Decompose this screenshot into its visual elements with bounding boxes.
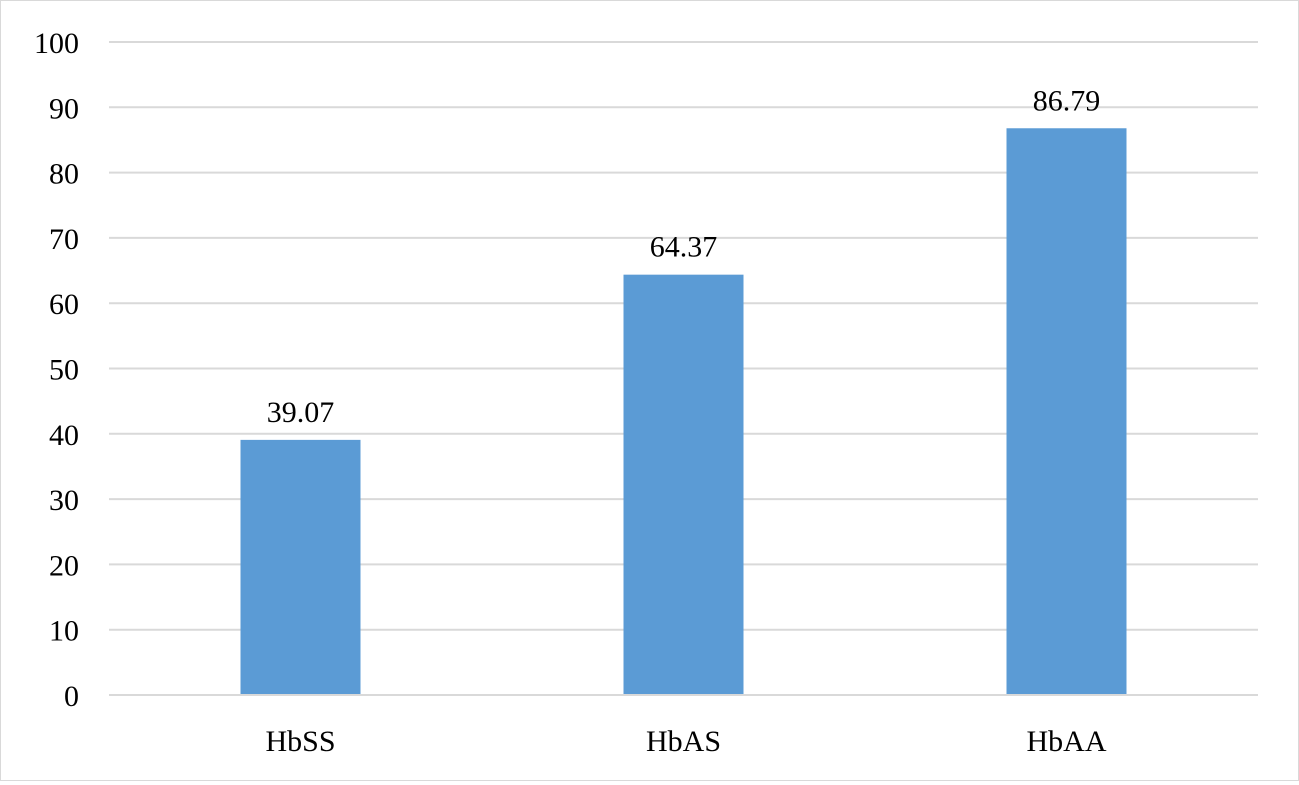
data-labels: 39.07 64.37 86.79	[267, 84, 1101, 429]
x-category-label-hbas: HbAS	[646, 725, 721, 758]
y-tick-label: 70	[49, 223, 79, 256]
bar-hbas	[623, 274, 744, 695]
y-tick-label: 20	[49, 549, 79, 582]
data-label-hbss: 39.07	[267, 396, 335, 429]
y-tick-label: 80	[49, 158, 79, 191]
y-tick-label: 40	[49, 419, 79, 452]
y-tick-label: 60	[49, 288, 79, 321]
bar-hbaa	[1006, 128, 1127, 695]
bars	[109, 128, 1258, 696]
y-tick-label: 90	[49, 92, 79, 125]
bar-hbss	[240, 439, 361, 695]
data-label-hbaa: 86.79	[1033, 84, 1101, 117]
x-axis-category-labels: HbSS HbAS HbAA	[265, 725, 1106, 758]
y-tick-label: 50	[49, 354, 79, 387]
y-tick-label: 0	[64, 680, 79, 713]
y-tick-label: 30	[49, 484, 79, 517]
y-tick-label: 100	[34, 27, 79, 60]
data-label-hbas: 64.37	[650, 231, 718, 264]
x-category-label-hbaa: HbAA	[1027, 725, 1107, 758]
y-axis-tick-labels: 0 10 20 30 40 50 60 70 80 90 100	[34, 27, 79, 713]
x-category-label-hbss: HbSS	[265, 725, 335, 758]
y-tick-label: 10	[49, 615, 79, 648]
